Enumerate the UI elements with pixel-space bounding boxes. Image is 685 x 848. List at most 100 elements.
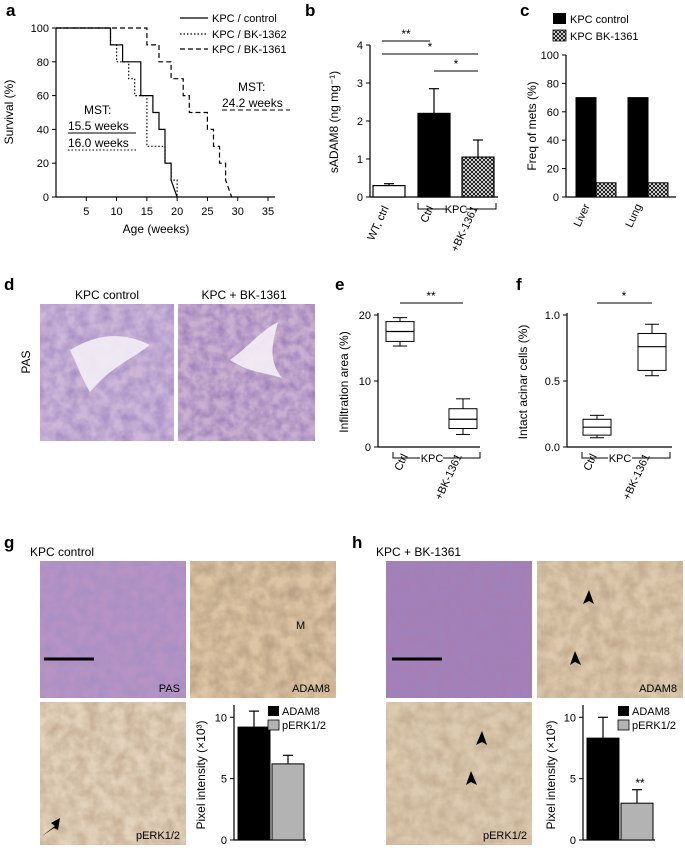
h-ytick-label: 10 [564, 712, 576, 724]
a-mst-right-title: MST: [238, 80, 265, 94]
a-xtick-label: 35 [262, 206, 274, 218]
b-bars [372, 88, 495, 198]
f-boxes [582, 323, 667, 439]
c-legend-swatch-control [553, 13, 566, 24]
h-arrowhead-icon-3 [476, 731, 487, 745]
a-series-line-2 [56, 27, 233, 198]
b-sig-1: ** [401, 27, 411, 41]
a-ytick-label: 0 [43, 192, 49, 204]
c-x-label-liver: Liver [572, 202, 593, 229]
g-legend-adam8: ADAM8 [282, 706, 320, 718]
h-ytick-label: 5 [570, 774, 576, 786]
h-label-perk: pERK1/2 [483, 830, 527, 842]
f-y-axis-label: Intact acinar cells (%) [516, 325, 530, 440]
h-arrowhead-icon-1 [583, 590, 594, 604]
panel-letter-a: a [6, 1, 16, 20]
e-ytick-label: 20 [359, 310, 371, 322]
e-boxes [385, 317, 478, 435]
h-image-adam8-texture [537, 561, 683, 698]
g-label-perk: pERK1/2 [136, 830, 180, 842]
h-image-pas-texture [386, 561, 532, 698]
f-x-label-ctrl: Ctrl [582, 452, 600, 473]
c-ytick-label: 80 [547, 78, 559, 90]
f-box [637, 332, 667, 371]
a-legend-bk1361: KPC / BK-1361 [212, 44, 287, 56]
b-bar [417, 112, 451, 198]
panel-letter-f: f [516, 275, 522, 294]
c-bar [575, 97, 597, 198]
a-ytick-label: 80 [37, 57, 49, 69]
a-series-lines [56, 27, 233, 198]
e-y-axis-label: Infiltration area (%) [337, 331, 351, 432]
b-sig-3: * [454, 57, 459, 71]
b-group-label: KPC [445, 204, 468, 216]
a-mst-left-title: MST: [84, 103, 111, 117]
a-legend-bk1362: KPC / BK-1362 [212, 29, 287, 41]
h-ytick-label: 0 [570, 835, 576, 847]
f-sig: * [622, 289, 627, 303]
h-arrowhead-icon-2 [570, 651, 581, 665]
b-kpc-bracket [417, 203, 497, 210]
d-image-kpc-control-lumen [70, 335, 150, 392]
panel-h-kpc-bk1361: KPC + BK-1361 ADAM8 pERK1/2 0 5 10 Pixel i… [376, 545, 683, 847]
g-ytick-label: 0 [221, 835, 227, 847]
d-image-kpc-bk1361-lumen [230, 322, 282, 378]
panel-c-metastasis-chart: 0 20 40 60 80 100 Freq of mets (%) Liver Lung… [525, 13, 676, 229]
a-x-axis-label: Age (weeks) [123, 222, 190, 236]
a-xtick-label: 25 [201, 206, 213, 218]
b-ytick-label: 2 [357, 116, 363, 128]
h-arrowhead-icon-4 [466, 771, 477, 785]
a-legend-control: KPC / control [212, 13, 277, 25]
g-y-axis-label: Pixel intensity (×10³) [194, 720, 208, 829]
b-bar [461, 156, 495, 198]
c-legend-bk1361: KPC BK-1361 [570, 31, 638, 43]
panel-letter-g: g [4, 533, 14, 552]
c-legend-control: KPC control [570, 14, 629, 26]
h-y-axis-label: Pixel intensity (×10³) [544, 720, 558, 829]
b-y-axis-label: sADAM8 (ng mg⁻¹) [327, 71, 341, 173]
b-ytick-label: 3 [357, 78, 363, 90]
e-ytick-label: 0 [365, 442, 371, 454]
a-xtick-label: 20 [171, 206, 183, 218]
g-y-ticks: 0 5 10 [215, 712, 234, 847]
e-sig: ** [426, 289, 436, 303]
f-ytick-label: 0.0 [545, 442, 560, 454]
a-x-ticks: 5 10 15 20 25 30 35 [83, 197, 274, 218]
h-legend-adam8: ADAM8 [632, 706, 670, 718]
d-right-title: KPC + BK-1361 [201, 288, 286, 302]
g-ytick-label: 5 [221, 774, 227, 786]
h-label-adam8: ADAM8 [639, 683, 677, 695]
a-xtick-label: 10 [110, 206, 122, 218]
b-x-label-wt: WT, ctrl [365, 204, 391, 242]
a-xtick-label: 15 [141, 206, 153, 218]
panel-letter-d: d [4, 275, 14, 294]
b-ytick-label: 1 [357, 154, 363, 166]
g-legend-swatch-perk [267, 719, 280, 731]
e-y-ticks: 0 10 20 [359, 310, 378, 454]
b-bar [372, 185, 406, 198]
panel-letter-e: e [335, 275, 344, 294]
f-y-ticks: 0.0 0.5 1.0 [545, 310, 567, 454]
e-group-label: KPC [421, 453, 444, 465]
b-y-ticks: 0 1 2 3 4 [357, 40, 370, 204]
g-bar [271, 763, 305, 841]
c-x-label-lung: Lung [623, 202, 644, 229]
g-ytick-label: 10 [215, 712, 227, 724]
h-y-ticks: 0 5 10 [564, 712, 583, 847]
panel-letter-c: c [520, 1, 529, 20]
d-side-label: PAS [19, 350, 33, 373]
c-ytick-label: 0 [553, 192, 559, 204]
b-ytick-label: 4 [357, 40, 363, 52]
panel-letter-h: h [352, 533, 362, 552]
g-image-perk-texture [40, 702, 186, 845]
a-mst-left-bk1362: 16.0 weeks [68, 136, 129, 150]
h-legend-perk: pERK1/2 [632, 720, 676, 732]
e-x-label-ctrl: Ctrl [393, 452, 411, 473]
a-mst-right-bk1361: 24.2 weeks [222, 96, 283, 110]
a-ytick-label: 20 [37, 158, 49, 170]
a-series-line-1 [56, 27, 178, 197]
b-sig-2: * [428, 40, 433, 54]
a-xtick-label: 30 [232, 206, 244, 218]
